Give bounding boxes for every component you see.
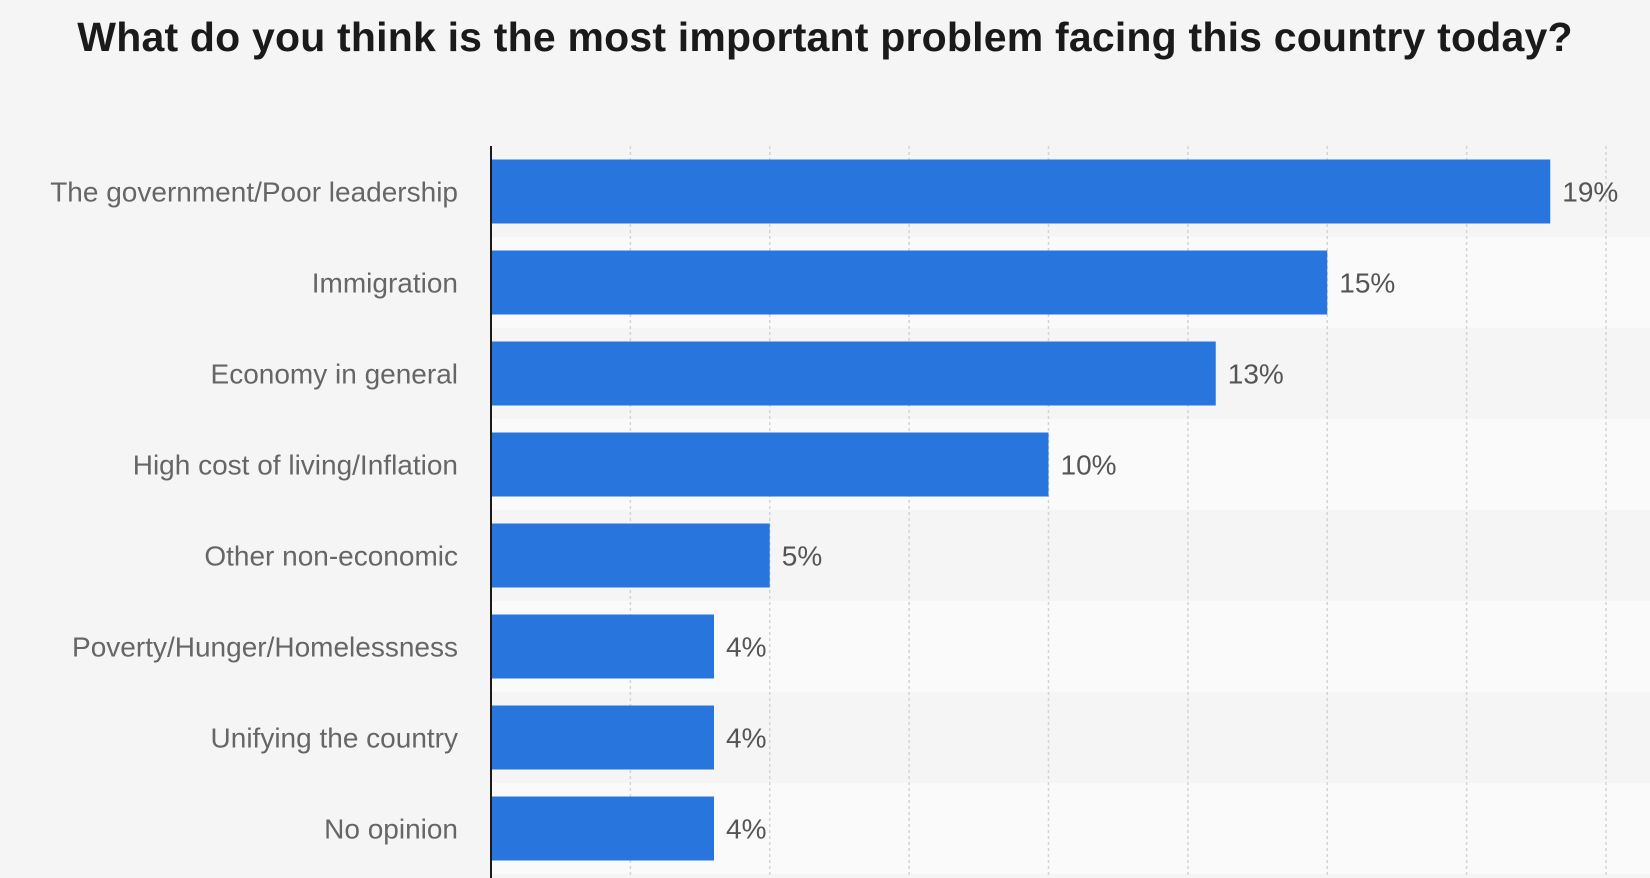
- chart-title: What do you think is the most important …: [77, 14, 1573, 60]
- bar: [491, 705, 714, 770]
- category-label: Poverty/Hunger/Homelessness: [72, 632, 458, 663]
- category-label: High cost of living/Inflation: [133, 450, 458, 481]
- bar: [491, 250, 1328, 315]
- bar: [491, 796, 714, 861]
- bar: [491, 341, 1216, 406]
- value-label: 4%: [726, 814, 766, 845]
- bar: [491, 614, 714, 679]
- value-label: 5%: [782, 541, 822, 572]
- bar: [491, 523, 770, 588]
- category-label: Unifying the country: [211, 723, 458, 754]
- value-label: 13%: [1228, 359, 1284, 390]
- category-label: Immigration: [312, 268, 458, 299]
- bar: [491, 432, 1049, 497]
- value-label: 10%: [1061, 450, 1117, 481]
- value-label: 19%: [1562, 177, 1618, 208]
- category-label: The government/Poor leadership: [50, 177, 458, 208]
- category-label: Other non-economic: [204, 541, 458, 572]
- value-label: 15%: [1339, 268, 1395, 299]
- category-label: No opinion: [324, 814, 458, 845]
- bar: [491, 159, 1551, 224]
- value-label: 4%: [726, 723, 766, 754]
- category-label: Economy in general: [211, 359, 458, 390]
- value-label: 4%: [726, 632, 766, 663]
